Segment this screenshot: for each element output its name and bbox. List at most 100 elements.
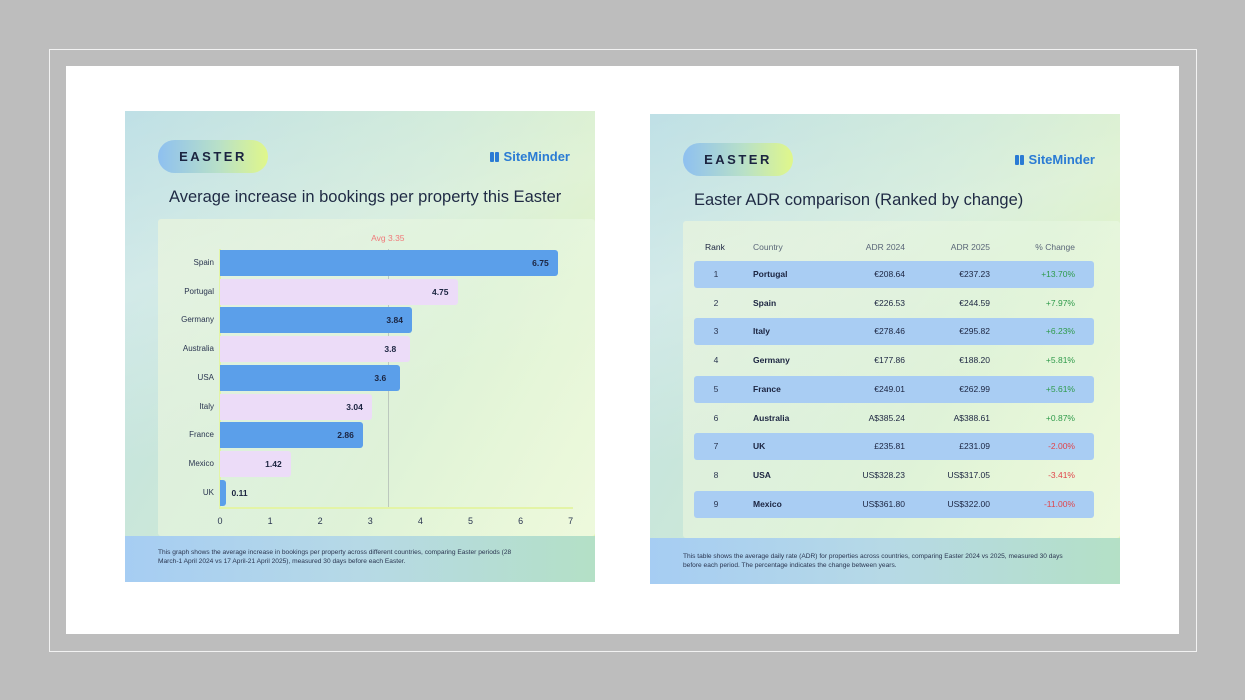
bar-value-label: 2.86 [337,430,354,441]
outer-frame [49,49,1197,652]
table-row: 7 UK £235.81 £231.09 -2.00% [694,433,1094,461]
x-axis-tick: 3 [367,516,373,526]
easter-pill: EASTER [683,143,793,176]
brand-name: SiteMinder [503,149,570,164]
change-cell: -3.41% [1048,469,1075,480]
change-cell: -11.00% [1043,498,1075,509]
x-axis-tick: 6 [518,516,524,526]
adr-2024-cell: €278.46 [874,326,905,337]
header-adr-2025: ADR 2025 [950,242,990,252]
rank-cell: 8 [713,469,719,480]
bar-value-label: 6.75 [532,258,549,268]
country-cell: UK [753,441,766,452]
country-cell: France [753,383,781,394]
rank-cell: 2 [713,297,719,308]
x-axis-tick: 4 [417,516,423,526]
bar-value-label: 3.8 [384,344,397,355]
y-axis-label: USA [197,372,214,382]
rank-cell: 3 [713,326,719,337]
change-cell: +5.81% [1045,355,1075,366]
table-row: 8 USA US$328.23 US$317.05 -3.41% [694,462,1094,489]
adr-2024-cell: £235.81 [874,441,905,452]
bar-mexico [220,450,292,477]
bar-value-label: 3.6 [374,372,387,383]
x-axis-tick: 5 [467,516,474,526]
table-row: 2 Spain €226.53 €244.59 +7.97% [694,290,1094,317]
x-axis-tick: 2 [317,516,323,526]
adr-2025-cell: £231.09 [959,441,990,452]
change-cell: +5.61% [1045,383,1075,394]
table-row: 1 Portugal €208.64 €237.23 +13.70% [694,261,1094,288]
y-axis-label: Portugal [184,286,214,296]
adr-2025-cell: €188.20 [959,355,990,366]
y-axis-label: Australia [182,344,214,354]
bar-value-label: 3.04 [346,401,363,412]
rank-cell: 9 [713,498,719,509]
bar-portugal [220,278,458,305]
change-cell: -2.00% [1048,441,1075,452]
change-cell: +7.97% [1045,297,1075,308]
change-cell: +0.87% [1045,412,1075,423]
country-cell: Spain [753,297,777,308]
siteminder-logo: SiteMinder [489,149,570,164]
x-axis-tick: 0 [217,516,223,526]
table-row: 9 Mexico US$361.80 US$322.00 -11.00% [694,490,1094,518]
bar-spain [220,250,559,276]
adr-2024-cell: US$328.23 [862,469,905,480]
bar-value-label: 4.75 [431,286,449,297]
brand-name: SiteMinder [1028,152,1095,167]
bar-uk [220,479,226,506]
easter-pill: EASTER [158,140,268,173]
adr-table-card: EASTER SiteMinder Easter ADR comparison … [650,114,1120,584]
x-axis-tick: 7 [568,516,574,526]
country-cell: USA [753,469,771,480]
adr-2025-cell: €244.59 [959,297,990,308]
adr-2025-cell: US$317.05 [947,469,990,480]
adr-2025-cell: €262.99 [959,383,990,394]
bar-france [220,422,364,449]
country-cell: Portugal [753,269,788,279]
bar-italy [220,393,373,420]
bar-germany [220,307,413,334]
bar-chart: Avg 3.35 Spain 6.75 Portugal 4.75 Germany 3.8… [158,219,595,536]
adr-2024-cell: €249.01 [874,383,905,394]
change-cell: +13.70% [1041,269,1075,279]
adr-2024-cell: €177.86 [874,355,905,366]
country-cell: Mexico [753,498,782,509]
country-cell: Germany [753,355,790,366]
bar-australia [220,336,411,363]
adr-2025-cell: A$388.61 [953,412,990,423]
x-axis-tick: 1 [267,516,273,526]
rank-cell: 1 [713,269,719,279]
y-axis-label: Mexico [188,458,214,468]
table-row: 4 Germany €177.86 €188.20 +5.81% [694,347,1094,374]
header-country: Country [753,242,783,252]
header-pct-change: % Change [1035,242,1075,252]
x-axis-line [220,507,573,509]
adr-2024-cell: €208.64 [874,269,905,279]
siteminder-logo-icon [1014,154,1025,166]
siteminder-logo-icon [489,151,500,163]
adr-2025-cell: €295.82 [959,326,990,337]
table-row: 5 France €249.01 €262.99 +5.61% [694,375,1094,403]
bookings-chart-card: EASTER SiteMinder Average increase in bo… [125,111,595,582]
country-cell: Australia [753,412,790,423]
table-footnote: This table shows the average daily rate … [683,553,1063,569]
adr-2025-cell: €237.23 [959,269,990,279]
bar-value-label: 0.11 [231,487,248,498]
chart-footnote-bar: This graph shows the average increase in… [125,536,595,582]
header-rank: Rank [705,242,725,252]
table-row: 6 Australia A$385.24 A$388.61 +0.87% [694,405,1094,432]
siteminder-logo: SiteMinder [1014,152,1095,167]
rank-cell: 6 [713,412,719,423]
bar-value-label: 1.42 [265,458,282,469]
bar-usa [220,364,401,391]
y-axis-label: UK [202,487,214,497]
y-axis-label: France [189,430,214,440]
country-cell: Italy [753,326,771,337]
y-axis-label: Spain [193,258,214,267]
bar-value-label: 3.84 [386,315,403,326]
chart-footnote: This graph shows the average increase in… [158,549,512,565]
adr-2024-cell: US$361.80 [862,498,905,509]
y-axis-label: Germany [181,315,214,325]
